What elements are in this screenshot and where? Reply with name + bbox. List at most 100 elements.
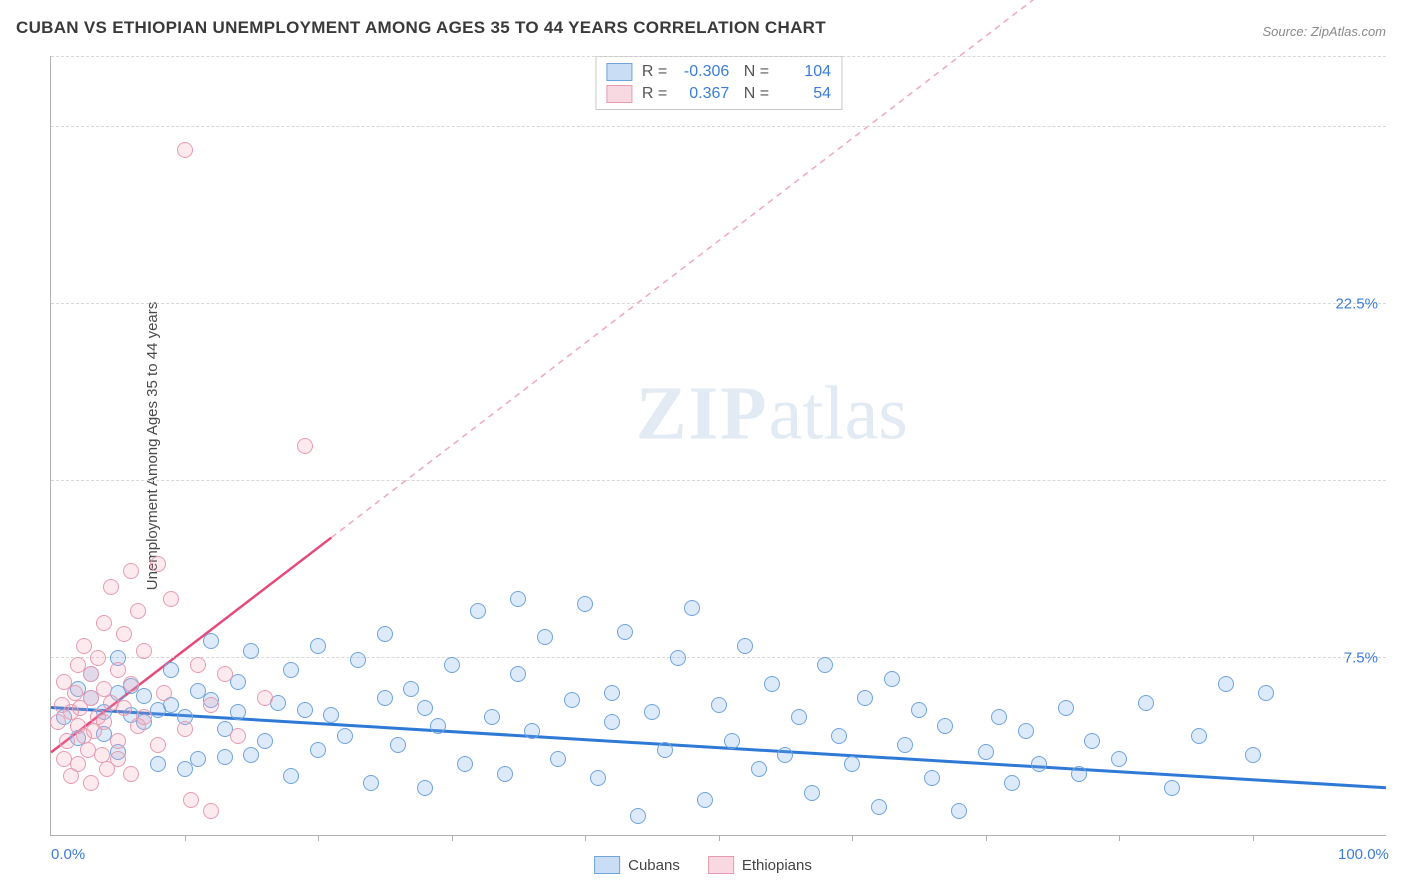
point-cuban: [644, 704, 660, 720]
point-ethiopian: [123, 766, 139, 782]
point-ethiopian: [177, 142, 193, 158]
point-ethiopian: [116, 700, 132, 716]
point-cuban: [604, 685, 620, 701]
point-cuban: [470, 603, 486, 619]
point-ethiopian: [59, 733, 75, 749]
point-cuban: [257, 733, 273, 749]
point-cuban: [1258, 685, 1274, 701]
point-cuban: [657, 742, 673, 758]
point-cuban: [604, 714, 620, 730]
point-ethiopian: [123, 676, 139, 692]
point-cuban: [697, 792, 713, 808]
point-ethiopian: [110, 662, 126, 678]
point-cuban: [884, 671, 900, 687]
point-ethiopian: [110, 733, 126, 749]
plot-area: ZIPatlas R =-0.306 N =104 R =0.367 N =54…: [50, 56, 1386, 836]
point-cuban: [751, 761, 767, 777]
point-cuban: [524, 723, 540, 739]
point-ethiopian: [217, 666, 233, 682]
point-cuban: [377, 626, 393, 642]
point-cuban: [310, 742, 326, 758]
point-ethiopian: [96, 714, 112, 730]
point-cuban: [1164, 780, 1180, 796]
point-ethiopian: [203, 697, 219, 713]
point-cuban: [217, 749, 233, 765]
point-ethiopian: [83, 775, 99, 791]
point-ethiopian: [163, 591, 179, 607]
point-ethiopian: [257, 690, 273, 706]
point-cuban: [911, 702, 927, 718]
xtick: [719, 835, 720, 841]
bottom-legend: Cubans Ethiopians: [594, 856, 812, 874]
xtick: [452, 835, 453, 841]
gridline-h: [51, 303, 1386, 304]
point-cuban: [1138, 695, 1154, 711]
xtick: [852, 835, 853, 841]
point-cuban: [243, 747, 259, 763]
point-cuban: [377, 690, 393, 706]
point-cuban: [1031, 756, 1047, 772]
point-cuban: [684, 600, 700, 616]
point-ethiopian: [70, 756, 86, 772]
point-cuban: [1245, 747, 1261, 763]
point-ethiopian: [183, 792, 199, 808]
source-attribution: Source: ZipAtlas.com: [1262, 24, 1386, 39]
point-cuban: [1071, 766, 1087, 782]
point-cuban: [630, 808, 646, 824]
ytick-label: 7.5%: [1344, 649, 1378, 666]
point-cuban: [1004, 775, 1020, 791]
point-cuban: [1218, 676, 1234, 692]
point-cuban: [510, 666, 526, 682]
point-cuban: [550, 751, 566, 767]
point-ethiopian: [150, 737, 166, 753]
point-cuban: [136, 688, 152, 704]
xtick: [585, 835, 586, 841]
trend-lines-svg: [51, 56, 1386, 835]
point-cuban: [203, 633, 219, 649]
swatch-pink-icon: [708, 856, 734, 874]
point-cuban: [951, 803, 967, 819]
point-cuban: [323, 707, 339, 723]
point-cuban: [283, 662, 299, 678]
gridline-h: [51, 480, 1386, 481]
point-cuban: [1111, 751, 1127, 767]
stats-legend-box: R =-0.306 N =104 R =0.367 N =54: [595, 56, 842, 110]
point-ethiopian: [190, 657, 206, 673]
point-cuban: [283, 768, 299, 784]
point-cuban: [390, 737, 406, 753]
xtick-label: 0.0%: [51, 846, 85, 863]
point-cuban: [844, 756, 860, 772]
point-cuban: [804, 785, 820, 801]
point-ethiopian: [110, 751, 126, 767]
point-ethiopian: [203, 803, 219, 819]
point-cuban: [817, 657, 833, 673]
point-cuban: [150, 756, 166, 772]
point-cuban: [737, 638, 753, 654]
point-cuban: [457, 756, 473, 772]
point-ethiopian: [123, 563, 139, 579]
swatch-blue: [606, 63, 632, 81]
point-cuban: [937, 718, 953, 734]
point-cuban: [230, 704, 246, 720]
point-ethiopian: [76, 638, 92, 654]
point-cuban: [430, 718, 446, 734]
point-cuban: [297, 702, 313, 718]
point-ethiopian: [136, 643, 152, 659]
point-ethiopian: [116, 626, 132, 642]
point-ethiopian: [177, 721, 193, 737]
point-cuban: [417, 780, 433, 796]
point-cuban: [978, 744, 994, 760]
point-cuban: [1191, 728, 1207, 744]
point-cuban: [350, 652, 366, 668]
stats-row-cubans: R =-0.306 N =104: [606, 61, 831, 83]
point-cuban: [403, 681, 419, 697]
point-cuban: [337, 728, 353, 744]
swatch-blue-icon: [594, 856, 620, 874]
point-cuban: [577, 596, 593, 612]
point-cuban: [497, 766, 513, 782]
xtick: [1253, 835, 1254, 841]
point-ethiopian: [297, 438, 313, 454]
point-cuban: [564, 692, 580, 708]
point-cuban: [991, 709, 1007, 725]
point-ethiopian: [83, 666, 99, 682]
